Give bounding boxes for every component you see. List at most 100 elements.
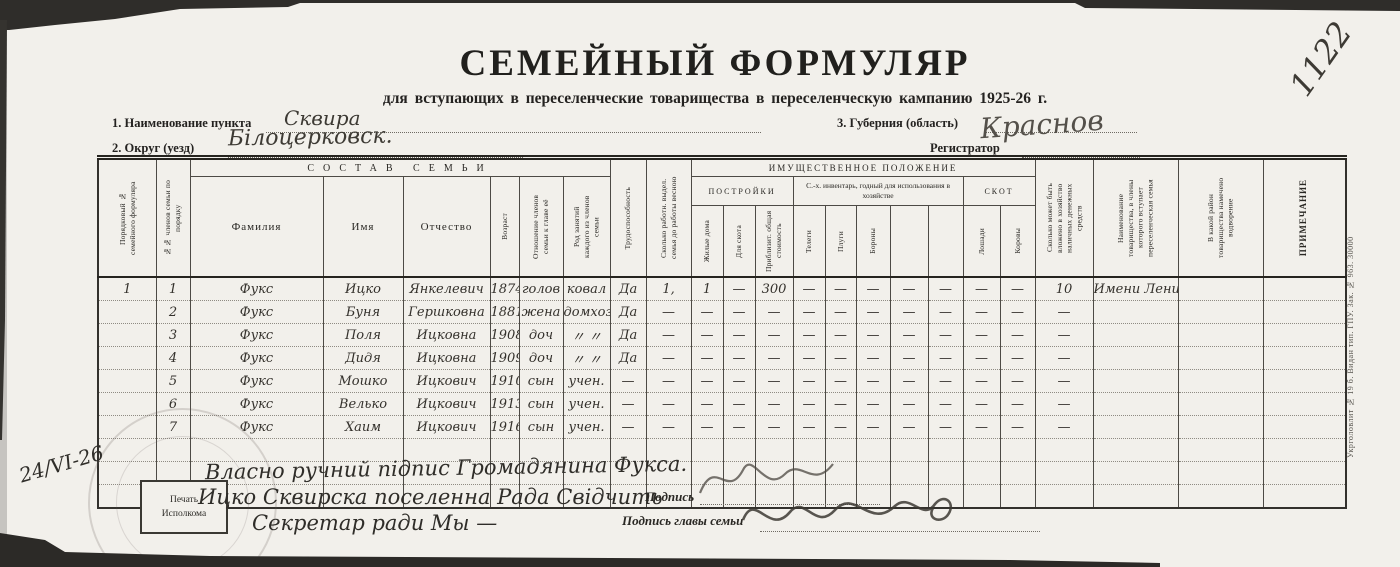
cell: Фукс [189, 276, 324, 301]
family-table: Порядковый № семейного формуляра №№ член… [97, 155, 1348, 509]
stamp-placeholder-box: Печать Исполкома [140, 480, 228, 534]
cell: — [722, 300, 756, 324]
cell: — [962, 323, 1001, 347]
col-header-note: ПРИМЕЧАНИЕ [1262, 157, 1347, 278]
cell: — [645, 392, 692, 416]
printer-edge-caption: Укрголовлит № 19 б. Видан тип. ГПУ. Зак.… [1346, 236, 1355, 458]
cell [97, 300, 157, 324]
cell [1262, 323, 1347, 347]
cell: — [645, 369, 692, 393]
cell: — [792, 392, 826, 416]
stamp-box-line2: Исполкома [161, 509, 207, 519]
cell [1177, 415, 1264, 439]
handwritten-line-2: Ицко Сквирска поселенна Рада Свідчить [198, 485, 663, 509]
cell: — [999, 323, 1036, 347]
cell: Фукс [189, 369, 324, 393]
cell: Ицковна [402, 323, 491, 347]
cell: — [824, 300, 857, 324]
field-value-district: Білоцерковск. [227, 123, 393, 152]
cell: — [889, 415, 929, 439]
handwritten-corner-number: 1122 [1281, 14, 1360, 104]
field-label-district: 2. Округ (уезд) [112, 141, 195, 155]
cell: — [609, 415, 647, 439]
cell [562, 484, 611, 509]
cell: — [645, 300, 692, 324]
cell [1092, 484, 1179, 509]
cell: Мошко [322, 369, 404, 393]
cell: — [824, 369, 857, 393]
col-header-money: Сколько может быть вложено в хозяйство н… [1034, 157, 1094, 278]
cell: Ицко [322, 276, 404, 301]
signature-line [700, 503, 880, 505]
field-line-province [985, 131, 1137, 133]
col-header-member-no: №№ членов семьи по порядку [155, 157, 191, 278]
cell [1177, 461, 1264, 485]
stamp-box-line1: Печать [169, 494, 199, 505]
cell: — [855, 369, 891, 393]
cell [1177, 438, 1264, 462]
cell: — [690, 369, 724, 393]
cell: — [855, 300, 891, 324]
cell: — [1034, 346, 1094, 370]
col-header-ploughs: Плуги [824, 205, 857, 278]
cell: — [824, 323, 857, 347]
signature-label: Подпись [645, 489, 695, 504]
cell: — [889, 323, 929, 347]
cell: 1 [690, 276, 724, 301]
cell: — [792, 323, 826, 347]
cell: Буня [322, 300, 404, 324]
cell: — [645, 346, 692, 370]
cell [1092, 323, 1179, 347]
cell [1177, 392, 1264, 416]
cell: — [754, 300, 794, 324]
group-header-family: СОСТАВ СЕМЬИ [189, 157, 611, 177]
group-header-livestock: СКОТ [962, 176, 1036, 206]
cell: 1874 [489, 276, 520, 301]
col-header-patronymic: Отчество [402, 176, 491, 278]
cell [97, 392, 157, 416]
cell: Фукс [189, 392, 324, 416]
cell: — [754, 346, 794, 370]
cell [1092, 346, 1179, 370]
col-header-horses: Лошади [962, 205, 1001, 278]
table-row-empty [97, 461, 1347, 485]
cell: сын [518, 369, 564, 393]
cell: Да [609, 323, 647, 347]
cell: — [855, 415, 891, 439]
cell: — [927, 415, 964, 439]
cell [1092, 300, 1179, 324]
cell: 1 [155, 276, 191, 301]
col-header-cattle-sheds: Для скота [722, 205, 756, 278]
cell [855, 438, 891, 462]
cell: Да [609, 276, 647, 301]
cell: — [754, 392, 794, 416]
cell: — [722, 392, 756, 416]
cell [1034, 484, 1094, 509]
field-value-point: Сквира [284, 106, 361, 130]
cell: — [999, 346, 1036, 370]
scan-edge-top [0, 0, 1400, 30]
cell: 3 [155, 323, 191, 347]
cell: — [889, 276, 929, 301]
col-header-approx-value: Приблизит. общая стоимость [754, 205, 794, 278]
cell: Гершковна [402, 300, 491, 324]
cell: голов [518, 276, 564, 301]
cell: — [754, 415, 794, 439]
col-header-carts: Телеги [792, 205, 826, 278]
cell [97, 323, 157, 347]
cell: Янкелевич [402, 276, 491, 301]
cell: — [690, 415, 724, 439]
cell [1092, 415, 1179, 439]
cell: — [889, 392, 929, 416]
cell: — [792, 300, 826, 324]
cell [97, 369, 157, 393]
cell [1177, 346, 1264, 370]
cell: — [889, 346, 929, 370]
col-header-occupation: Род занятий каждого из членов семьи [562, 176, 611, 278]
cell: 1916 [489, 415, 520, 439]
cell [999, 484, 1036, 509]
cell: Имени Ленина [1092, 276, 1179, 301]
group-header-buildings: ПОСТРОЙКИ [690, 176, 794, 206]
cell: Ицковна [402, 346, 491, 370]
cell: — [792, 276, 826, 301]
